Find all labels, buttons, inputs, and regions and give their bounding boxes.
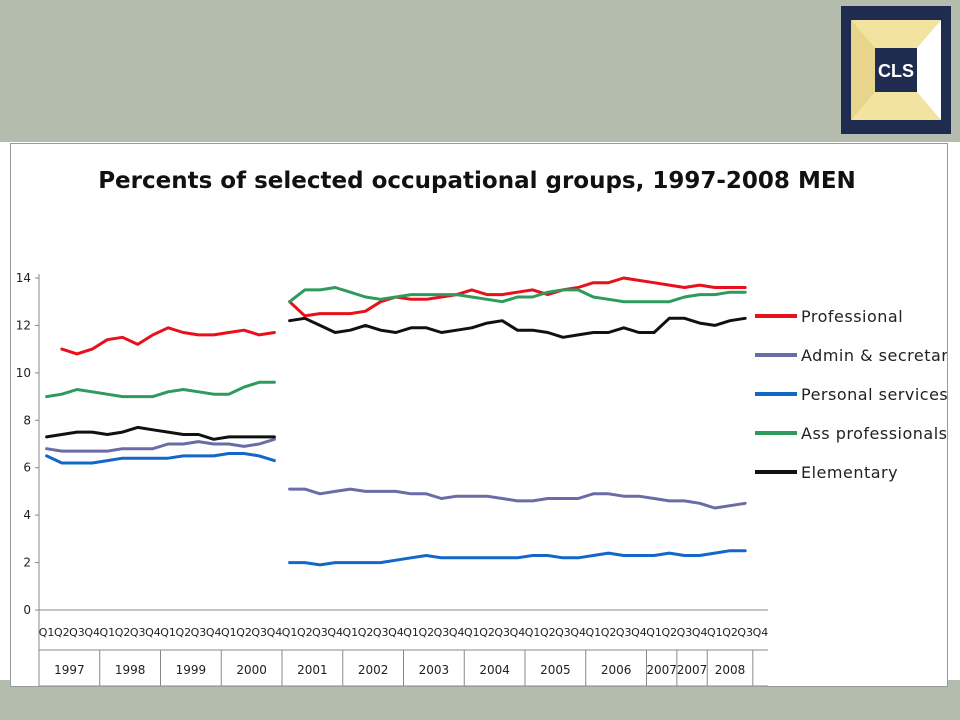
year-tick-label: 2001 xyxy=(297,663,328,677)
line-chart: Percents of selected occupational groups… xyxy=(16,168,947,686)
quarter-tick-label: Q4 xyxy=(510,626,526,639)
quarter-tick-label: Q4 xyxy=(145,626,161,639)
y-tick-label: 6 xyxy=(23,461,31,475)
y-tick-label: 10 xyxy=(16,366,31,380)
legend-label: Professional xyxy=(801,307,903,326)
quarter-tick-label: Q3 xyxy=(677,626,693,639)
quarter-tick-label: Q2 xyxy=(54,626,70,639)
year-tick-label: 2007 xyxy=(677,663,708,677)
quarter-tick-label: Q1 xyxy=(343,626,359,639)
chart-legend: Professional Admin & secretarial Personal … xyxy=(755,307,947,482)
quarter-tick-label: Q3 xyxy=(312,626,328,639)
logo-text: CLS xyxy=(878,61,914,81)
quarter-tick-label: Q4 xyxy=(631,626,647,639)
quarter-tick-label: Q2 xyxy=(175,626,191,639)
quarter-tick-label: Q4 xyxy=(327,626,343,639)
quarter-tick-label: Q2 xyxy=(540,626,556,639)
series-line xyxy=(288,276,747,318)
quarter-tick-label: Q2 xyxy=(236,626,252,639)
y-tick-label: 4 xyxy=(23,508,31,522)
quarter-tick-label: Q4 xyxy=(753,626,769,639)
quarter-tick-label: Q1 xyxy=(525,626,541,639)
quarter-tick-label: Q1 xyxy=(707,626,723,639)
series-line xyxy=(45,437,276,453)
series-line xyxy=(45,380,276,399)
quarter-tick-label: Q1 xyxy=(39,626,55,639)
y-tick-label: 14 xyxy=(16,271,31,285)
year-tick-label: 2000 xyxy=(236,663,267,677)
header-band xyxy=(0,0,960,142)
year-tick-label: 2007 xyxy=(646,663,677,677)
quarter-tick-label: Q4 xyxy=(388,626,404,639)
quarter-tick-label: Q3 xyxy=(616,626,632,639)
quarter-tick-label: Q1 xyxy=(464,626,480,639)
quarter-tick-label: Q4 xyxy=(692,626,708,639)
series-line xyxy=(288,316,747,339)
series-line xyxy=(45,452,276,465)
quarter-tick-label: Q3 xyxy=(130,626,146,639)
chart-title: Percents of selected occupational groups… xyxy=(98,168,856,194)
series-elementary xyxy=(45,316,747,441)
series-line xyxy=(45,425,276,441)
cls-logo: CLS xyxy=(841,6,951,134)
legend-label: Admin & secretarial xyxy=(801,346,947,365)
series-admin-secretarial xyxy=(45,437,747,510)
quarter-tick-label: Q2 xyxy=(661,626,677,639)
legend-label: Personal services xyxy=(801,385,947,404)
year-tick-label: 1998 xyxy=(115,663,146,677)
quarter-tick-label: Q1 xyxy=(100,626,116,639)
quarter-tick-label: Q2 xyxy=(115,626,131,639)
series-ass-professionals xyxy=(45,286,747,399)
series-line xyxy=(288,286,747,304)
year-tick-label: 2002 xyxy=(358,663,389,677)
quarter-tick-label: Q4 xyxy=(449,626,465,639)
quarter-tick-label: Q3 xyxy=(434,626,450,639)
cls-logo-graphic: CLS xyxy=(851,20,941,120)
year-tick-label: 1997 xyxy=(54,663,85,677)
y-tick-label: 0 xyxy=(23,603,31,617)
year-tick-label: 2006 xyxy=(601,663,632,677)
quarter-tick-label: Q1 xyxy=(160,626,176,639)
y-tick-label: 2 xyxy=(23,556,31,570)
quarter-tick-label: Q3 xyxy=(191,626,207,639)
quarter-tick-label: Q3 xyxy=(373,626,389,639)
quarter-tick-label: Q4 xyxy=(206,626,222,639)
year-tick-label: 2004 xyxy=(479,663,510,677)
series-line xyxy=(288,487,747,510)
quarter-tick-label: Q3 xyxy=(69,626,85,639)
quarter-tick-label: Q4 xyxy=(267,626,283,639)
y-tick-label: 8 xyxy=(23,413,31,427)
year-tick-label: 2008 xyxy=(715,663,746,677)
series-professional xyxy=(60,276,747,356)
legend-label: Ass professionals xyxy=(801,424,947,443)
quarter-tick-label: Q2 xyxy=(601,626,617,639)
quarter-tick-label: Q1 xyxy=(403,626,419,639)
quarter-tick-label: Q3 xyxy=(494,626,510,639)
quarter-tick-label: Q3 xyxy=(555,626,571,639)
quarter-tick-label: Q3 xyxy=(251,626,267,639)
quarter-tick-label: Q3 xyxy=(737,626,753,639)
year-tick-label: 2003 xyxy=(419,663,450,677)
chart-frame: Percents of selected occupational groups… xyxy=(10,143,948,687)
quarter-tick-label: Q1 xyxy=(221,626,237,639)
quarter-tick-label: Q4 xyxy=(570,626,586,639)
year-tick-label: 1999 xyxy=(176,663,207,677)
quarter-tick-label: Q1 xyxy=(646,626,662,639)
series-line xyxy=(60,326,276,356)
quarter-tick-label: Q2 xyxy=(358,626,374,639)
series-personal-services xyxy=(45,452,747,567)
quarter-tick-label: Q2 xyxy=(479,626,495,639)
y-tick-label: 12 xyxy=(16,318,31,332)
quarter-tick-label: Q2 xyxy=(418,626,434,639)
series-line xyxy=(288,549,747,567)
quarter-tick-label: Q2 xyxy=(297,626,313,639)
quarter-tick-label: Q1 xyxy=(586,626,602,639)
quarter-tick-label: Q2 xyxy=(722,626,738,639)
quarter-tick-label: Q4 xyxy=(84,626,100,639)
legend-label: Elementary xyxy=(801,463,898,482)
quarter-tick-label: Q1 xyxy=(282,626,298,639)
year-tick-label: 2005 xyxy=(540,663,571,677)
